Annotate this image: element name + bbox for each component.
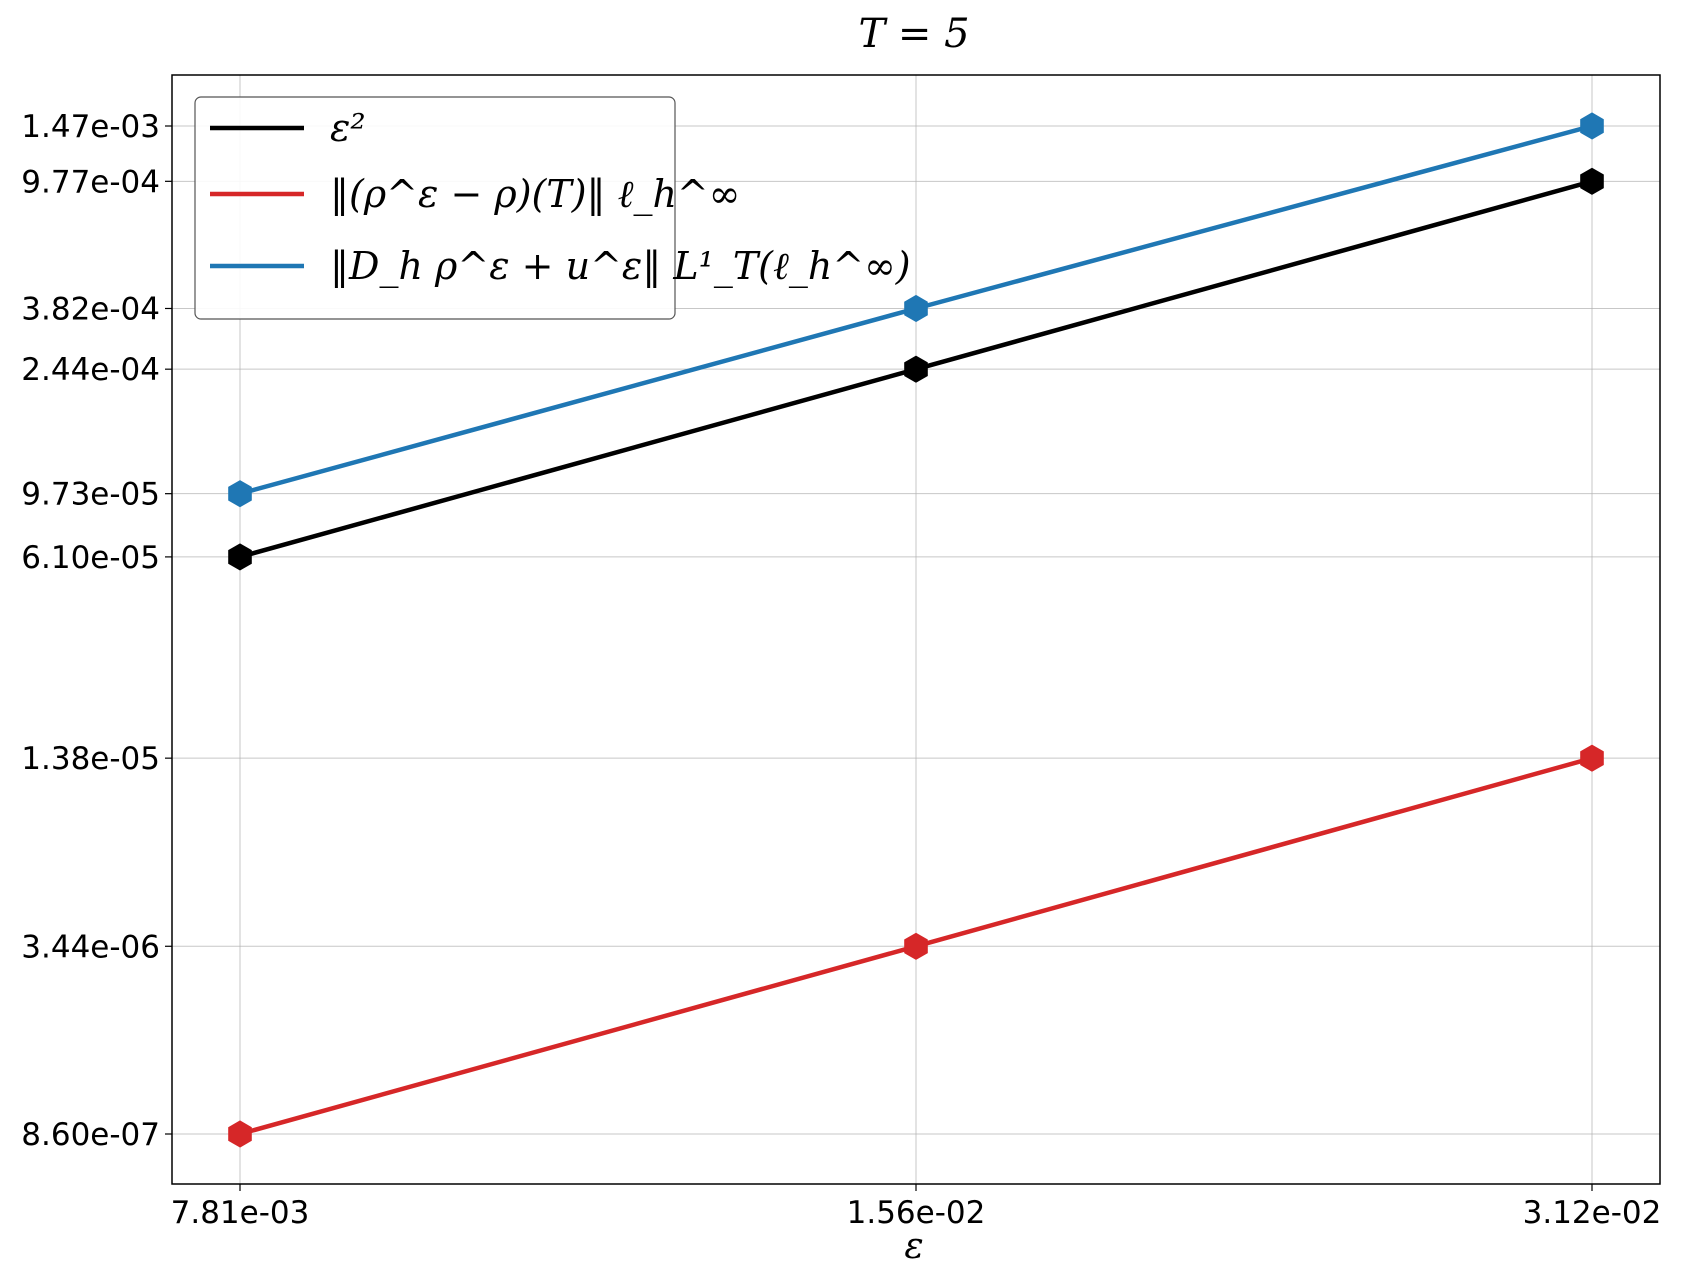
y-tick-label: 3.44e-06	[21, 929, 160, 965]
series-2	[228, 744, 1604, 1148]
y-tick-label: 9.73e-05	[21, 477, 160, 513]
legend-label: ‖D_h ρ^ε + u^ε‖ L¹_T(ℓ_h^∞)	[330, 244, 911, 289]
x-tick-label: 3.12e-02	[1523, 1195, 1662, 1231]
x-axis-ticks: 7.81e-03 1.56e-02 3.12e-02	[171, 1184, 1662, 1231]
legend-items: ε² ‖(ρ^ε − ρ)(T)‖ ℓ_h^∞ ‖D_h ρ^ε + u^ε‖ L¹…	[210, 106, 911, 289]
series-layer	[228, 112, 1604, 1148]
y-tick-label: 6.10e-05	[21, 540, 160, 576]
y-tick-label: 3.82e-04	[21, 291, 160, 327]
data-point	[904, 932, 928, 960]
data-point	[904, 355, 928, 383]
legend-box	[194, 96, 676, 320]
data-point	[1580, 112, 1604, 140]
chart-title: T = 5	[858, 11, 969, 57]
data-point	[228, 1120, 252, 1148]
data-point	[228, 543, 252, 571]
x-tick-label: 7.81e-03	[171, 1195, 310, 1231]
legend-label: ‖(ρ^ε − ρ)(T)‖ ℓ_h^∞	[330, 172, 740, 217]
data-point	[904, 294, 928, 323]
legend: ε² ‖(ρ^ε − ρ)(T)‖ ℓ_h^∞ ‖D_h ρ^ε + u^ε‖ L¹…	[194, 96, 911, 320]
series-1	[228, 167, 1604, 571]
y-axis-ticks: 8.60e-07 3.44e-06 1.38e-05 6.10e-05 9.73e-05…	[21, 109, 172, 1153]
data-point	[228, 480, 252, 508]
y-tick-label: 1.47e-03	[21, 109, 160, 145]
y-tick-label: 1.38e-05	[21, 741, 160, 777]
y-tick-label: 8.60e-07	[21, 1117, 160, 1153]
series-3	[228, 112, 1604, 508]
data-point	[1580, 167, 1604, 195]
x-tick-label: 1.56e-02	[847, 1195, 986, 1231]
data-point	[1580, 744, 1604, 772]
x-axis-label: ε	[904, 1226, 923, 1267]
y-tick-label: 2.44e-04	[21, 352, 160, 388]
y-tick-label: 9.77e-04	[21, 164, 160, 200]
legend-label: ε²	[330, 106, 366, 150]
